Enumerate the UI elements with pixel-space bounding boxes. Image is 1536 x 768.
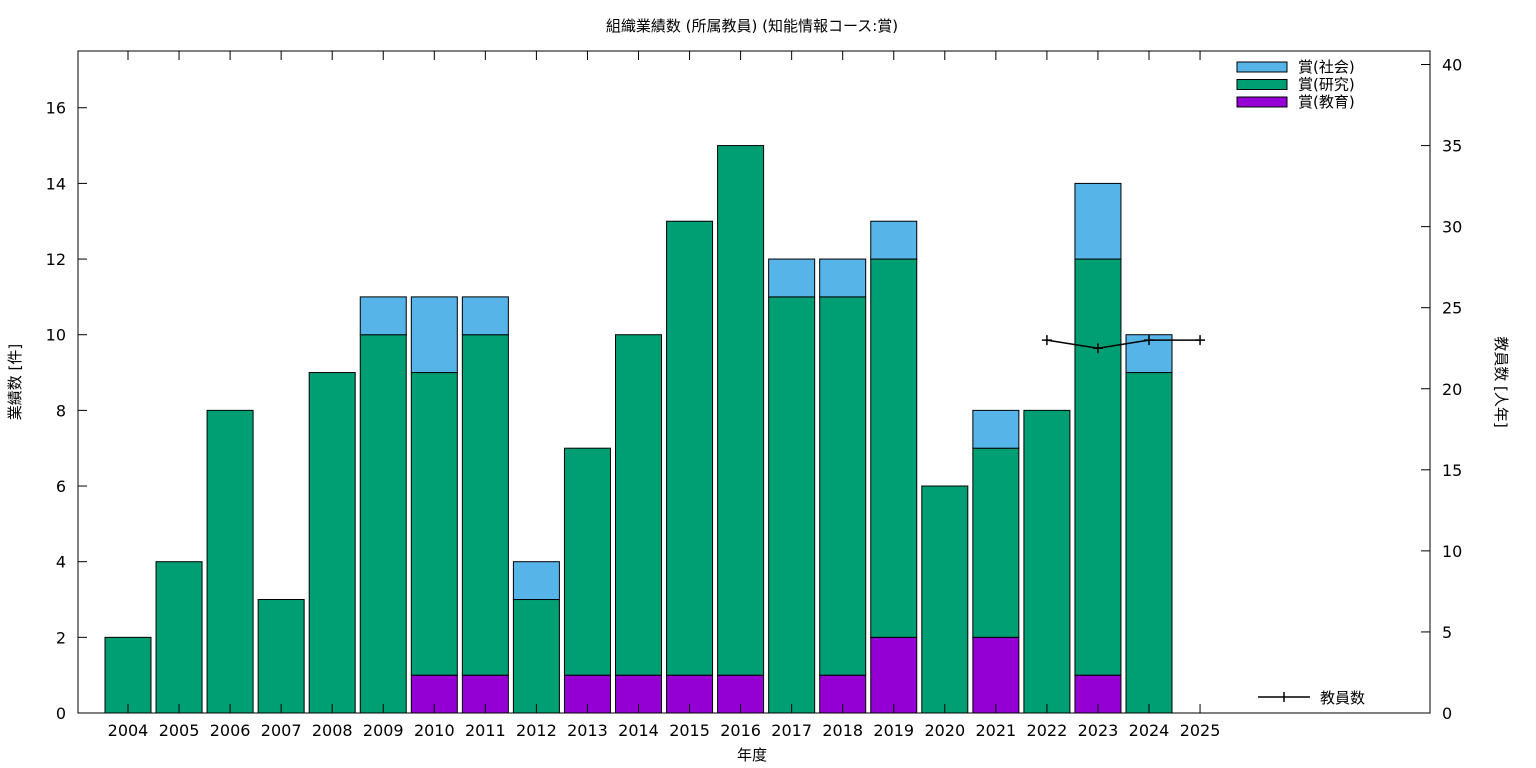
legend: 賞(社会)賞(研究)賞(教育) 教員数 bbox=[1236, 58, 1365, 707]
bar-segment-2008-s1 bbox=[308, 372, 356, 714]
bar-segment-2021-s2 bbox=[972, 409, 1020, 449]
bar-segment-2019-s2 bbox=[870, 220, 918, 260]
bar-segment-2009-s2 bbox=[359, 296, 407, 336]
bar-segment-2013-s1 bbox=[563, 447, 611, 676]
x-tick-label: 2017 bbox=[771, 721, 812, 740]
legend-swatch-2 bbox=[1236, 96, 1288, 108]
bar-segment-2015-s1 bbox=[666, 220, 714, 676]
bar-segment-2010-s2 bbox=[410, 296, 458, 374]
bar-segment-2011-s1 bbox=[461, 334, 509, 676]
legend-label-1: 賞(研究) bbox=[1298, 76, 1355, 94]
y-tick-label: 6 bbox=[56, 477, 66, 496]
x-tick-label: 2015 bbox=[669, 721, 710, 740]
x-tick-label: 2004 bbox=[108, 721, 149, 740]
y2-tick-label: 30 bbox=[1442, 218, 1462, 237]
x-tick-label: 2025 bbox=[1180, 721, 1221, 740]
bar-segment-2018-s2 bbox=[819, 258, 867, 298]
legend-swatch-0 bbox=[1236, 61, 1288, 73]
x-tick-label: 2022 bbox=[1027, 721, 1068, 740]
bar-segment-2021-s1 bbox=[972, 447, 1020, 638]
teacher-count-polyline bbox=[1046, 339, 1201, 349]
x-tick-label: 2006 bbox=[210, 721, 251, 740]
y-tick-label: 2 bbox=[56, 628, 66, 647]
y2-axis-label: 教員数 [人年] bbox=[1492, 336, 1510, 427]
x-tick-label: 2007 bbox=[261, 721, 302, 740]
y-tick-label: 14 bbox=[46, 174, 66, 193]
x-tick-label: 2021 bbox=[975, 721, 1016, 740]
bar-segment-2024-s1 bbox=[1125, 372, 1173, 714]
x-tick-label: 2018 bbox=[822, 721, 863, 740]
legend-label-2: 賞(教育) bbox=[1298, 93, 1355, 111]
bars bbox=[104, 145, 1173, 714]
y2-tick-label: 25 bbox=[1442, 299, 1462, 318]
y2-tick-label: 35 bbox=[1442, 137, 1462, 156]
x-tick-label: 2019 bbox=[873, 721, 914, 740]
bar-segment-2005-s1 bbox=[155, 561, 203, 714]
bar-segment-2017-s2 bbox=[768, 258, 816, 298]
bar-segment-2023-s1 bbox=[1074, 258, 1122, 676]
y2-tick-label: 15 bbox=[1442, 461, 1462, 480]
bar-segment-2023-s2 bbox=[1074, 182, 1122, 260]
chart-title: 組織業績数 (所属教員) (知能情報コース:賞) bbox=[606, 17, 898, 35]
legend-label-0: 賞(社会) bbox=[1298, 58, 1355, 76]
x-tick-label: 2009 bbox=[363, 721, 404, 740]
y-tick-label: 8 bbox=[56, 401, 66, 420]
bar-segment-2022-s1 bbox=[1023, 409, 1071, 714]
y2-tick-label: 20 bbox=[1442, 380, 1462, 399]
bar-segment-2007-s1 bbox=[257, 599, 305, 714]
y-tick-label: 12 bbox=[46, 250, 66, 269]
bar-segment-2017-s1 bbox=[768, 296, 816, 714]
legend-swatch-1 bbox=[1236, 79, 1288, 90]
bar-segment-2012-s1 bbox=[512, 599, 560, 714]
bar-segment-2010-s1 bbox=[410, 372, 458, 676]
y-tick-label: 0 bbox=[56, 704, 66, 723]
x-tick-label: 2008 bbox=[312, 721, 353, 740]
bar-segment-2019-s1 bbox=[870, 258, 918, 638]
y2-tick-label: 10 bbox=[1442, 542, 1462, 561]
bar-segment-2021-s0 bbox=[972, 636, 1020, 714]
bar-segment-2004-s1 bbox=[104, 636, 152, 714]
teacher-count-line bbox=[1041, 335, 1206, 354]
x-tick-label: 2014 bbox=[618, 721, 659, 740]
bar-segment-2016-s1 bbox=[717, 145, 765, 676]
x-tick-label: 2023 bbox=[1078, 721, 1119, 740]
bar-segment-2014-s1 bbox=[615, 334, 662, 676]
bar-segment-2012-s2 bbox=[512, 561, 560, 601]
x-tick-label: 2010 bbox=[414, 721, 455, 740]
y-tick-label: 10 bbox=[46, 326, 66, 345]
bar-segment-2019-s0 bbox=[870, 636, 918, 714]
y-tick-label: 16 bbox=[46, 99, 66, 118]
x-tick-label: 2012 bbox=[516, 721, 557, 740]
x-tick-label: 2005 bbox=[159, 721, 200, 740]
y2-tick-label: 0 bbox=[1442, 704, 1452, 723]
x-tick-label: 2020 bbox=[924, 721, 965, 740]
x-tick-label: 2024 bbox=[1129, 721, 1170, 740]
x-tick-label: 2016 bbox=[720, 721, 761, 740]
bar-segment-2006-s1 bbox=[206, 409, 254, 714]
y-tick-label: 4 bbox=[56, 553, 66, 572]
bar-segment-2018-s1 bbox=[819, 296, 867, 676]
x-axis-label: 年度 bbox=[737, 746, 767, 764]
legend-label-line: 教員数 bbox=[1320, 689, 1365, 707]
bar-segment-2009-s1 bbox=[359, 334, 407, 714]
y2-tick-label: 40 bbox=[1442, 56, 1462, 75]
bar-segment-2011-s2 bbox=[461, 296, 509, 336]
bar-segment-2020-s1 bbox=[921, 485, 969, 714]
x-tick-label: 2011 bbox=[465, 721, 506, 740]
y2-tick-label: 5 bbox=[1442, 623, 1452, 642]
y-axis-label: 業績数 [件] bbox=[6, 344, 24, 420]
x-tick-label: 2013 bbox=[567, 721, 608, 740]
